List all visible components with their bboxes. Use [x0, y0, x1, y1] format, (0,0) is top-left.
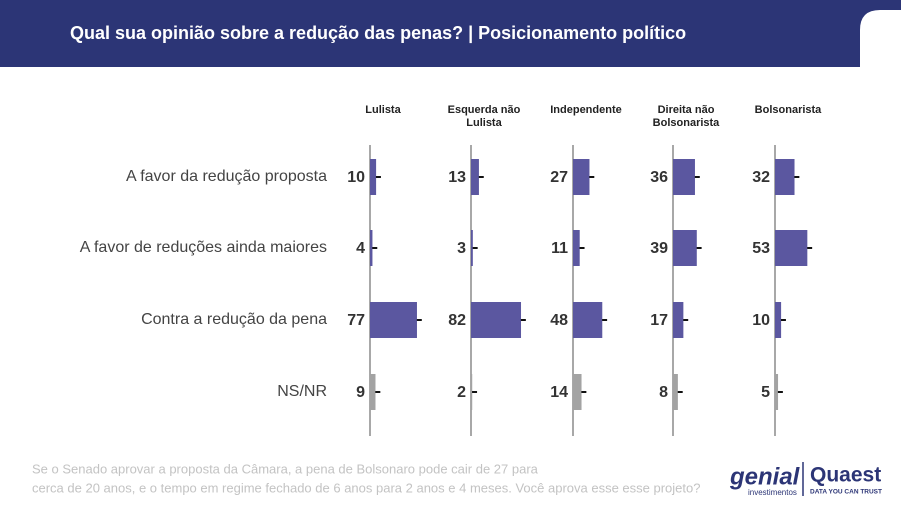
footnote: Se o Senado aprovar a proposta da Câmara…	[32, 461, 539, 476]
bar	[673, 302, 684, 338]
bar	[471, 302, 522, 338]
row-label: A favor da redução proposta	[126, 168, 327, 185]
column-header: Bolsonarista	[754, 104, 822, 116]
value-label: 2	[457, 384, 466, 401]
column-header: Esquerda não Lulista	[447, 104, 521, 129]
bar	[775, 302, 782, 338]
bar	[673, 230, 697, 266]
value-label: 5	[761, 384, 770, 401]
bar	[573, 374, 582, 410]
bar	[775, 230, 808, 266]
bar	[573, 159, 590, 195]
row-label: Contra a redução da pena	[141, 311, 327, 328]
value-label: 39	[650, 240, 668, 257]
logo-quaest: Quaest	[810, 464, 881, 487]
bar	[673, 374, 678, 410]
bar	[370, 302, 417, 338]
value-label: 27	[550, 169, 568, 186]
value-label: 9	[356, 384, 365, 401]
bar	[471, 159, 479, 195]
value-label: 3	[457, 240, 466, 257]
value-label: 10	[347, 169, 365, 186]
logo-genial: genial	[729, 463, 801, 490]
header-band	[0, 0, 901, 67]
value-label: 8	[659, 384, 668, 401]
row-label: A favor de reduções ainda maiores	[80, 239, 327, 256]
value-label: 77	[347, 312, 365, 329]
value-label: 10	[752, 312, 770, 329]
row-label: NS/NR	[277, 383, 327, 400]
bar	[573, 302, 603, 338]
value-label: 14	[550, 384, 568, 401]
bar	[775, 374, 779, 410]
bar	[370, 374, 376, 410]
logo-genial-sub: investimentos	[748, 488, 797, 497]
value-label: 82	[448, 312, 466, 329]
bar	[471, 374, 473, 410]
value-label: 32	[752, 169, 770, 186]
column-header: Direita não Bolsonarista	[652, 104, 720, 129]
bar	[370, 230, 373, 266]
value-label: 48	[550, 312, 568, 329]
chart-title: Qual sua opinião sobre a redução das pen…	[70, 23, 686, 43]
value-label: 53	[752, 240, 770, 257]
logo-quaest-sub: DATA YOU CAN TRUST	[810, 489, 882, 496]
value-label: 17	[650, 312, 668, 329]
value-label: 13	[448, 169, 466, 186]
bar	[775, 159, 795, 195]
value-label: 11	[551, 240, 568, 257]
value-label: 4	[356, 240, 365, 257]
bar	[370, 159, 377, 195]
value-label: 36	[650, 169, 668, 186]
bar	[573, 230, 580, 266]
column-header: Lulista	[365, 104, 401, 116]
footnote: cerca de 20 anos, e o tempo em regime fe…	[32, 480, 700, 495]
bar	[673, 159, 695, 195]
bar	[471, 230, 473, 266]
column-header: Independente	[550, 104, 622, 116]
